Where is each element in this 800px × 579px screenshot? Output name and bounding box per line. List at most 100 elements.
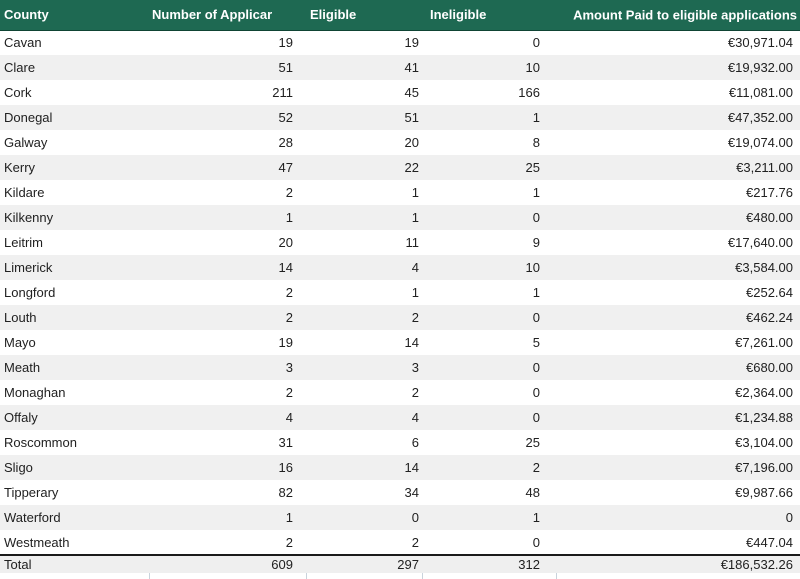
cell-amount[interactable]: €17,640.00: [727, 235, 793, 250]
cell-amount[interactable]: €480.00: [557, 205, 800, 230]
cell-eligible[interactable]: 4: [307, 405, 423, 430]
cell-applications[interactable]: 82: [278, 485, 293, 500]
cell-applications[interactable]: 4: [150, 405, 307, 430]
col-header-eligible[interactable]: Eligible: [307, 0, 423, 31]
cell-amount[interactable]: €3,211.00: [557, 155, 800, 180]
cell-ineligible[interactable]: 1: [532, 285, 540, 300]
cell-eligible[interactable]: 19: [404, 35, 419, 51]
cell-applications[interactable]: 20: [278, 235, 293, 250]
cell-county[interactable]: Meath: [0, 355, 150, 380]
cell-amount[interactable]: €19,074.00: [727, 135, 793, 150]
total-label[interactable]: Total: [0, 554, 150, 573]
cell-ineligible[interactable]: 0: [532, 35, 540, 51]
cell-county[interactable]: Mayo: [4, 335, 36, 350]
cell-amount[interactable]: €217.76: [746, 185, 793, 200]
cell-applications[interactable]: 19: [278, 35, 293, 51]
cell-amount[interactable]: €9,987.66: [735, 485, 793, 500]
cell-ineligible[interactable]: 25: [423, 155, 557, 180]
total-eligible[interactable]: 297: [307, 554, 423, 573]
total-amount[interactable]: €186,532.26: [557, 554, 800, 573]
cell-amount[interactable]: €462.24: [557, 305, 800, 330]
col-header-county[interactable]: County: [0, 0, 150, 31]
cell-applications[interactable]: 51: [150, 55, 307, 80]
cell-ineligible[interactable]: 0: [423, 405, 557, 430]
cell-ineligible[interactable]: 10: [423, 255, 557, 280]
cell-ineligible[interactable]: 166: [518, 85, 540, 100]
cell-ineligible[interactable]: 2: [423, 455, 557, 480]
cell-eligible[interactable]: 41: [307, 55, 423, 80]
cell-ineligible[interactable]: 10: [423, 55, 557, 80]
cell-applications[interactable]: 14: [150, 255, 307, 280]
cell-amount[interactable]: €252.64: [746, 285, 793, 300]
cell-ineligible[interactable]: 0: [423, 305, 557, 330]
total-applications[interactable]: 609: [150, 554, 307, 573]
cell-county[interactable]: Westmeath: [4, 534, 70, 550]
cell-applications[interactable]: 16: [150, 455, 307, 480]
cell-applications[interactable]: 2: [285, 534, 293, 550]
col-header-amount-paid[interactable]: Amount Paid to eligible applications: [557, 0, 800, 31]
cell-amount[interactable]: €680.00: [557, 355, 800, 380]
cell-applications[interactable]: 1: [150, 505, 307, 530]
cell-amount[interactable]: €11,081.00: [728, 85, 793, 100]
cell-amount[interactable]: €3,584.00: [557, 255, 800, 280]
cell-ineligible[interactable]: 8: [532, 135, 540, 150]
cell-eligible[interactable]: 2: [411, 534, 419, 550]
cell-eligible[interactable]: 20: [404, 135, 419, 150]
cell-county[interactable]: Tipperary: [4, 485, 59, 500]
cell-eligible[interactable]: 2: [307, 305, 423, 330]
cell-applications[interactable]: 211: [272, 85, 293, 100]
cell-county[interactable]: Kerry: [0, 155, 150, 180]
cell-eligible[interactable]: 2: [411, 385, 419, 400]
cell-ineligible[interactable]: 0: [532, 534, 540, 550]
cell-eligible[interactable]: 14: [404, 335, 419, 350]
cell-eligible[interactable]: 6: [411, 435, 419, 450]
cell-ineligible[interactable]: 0: [423, 355, 557, 380]
cell-applications[interactable]: 2: [285, 185, 293, 200]
cell-county[interactable]: Waterford: [0, 505, 150, 530]
cell-eligible[interactable]: 34: [404, 485, 419, 500]
cell-ineligible[interactable]: 25: [525, 435, 540, 450]
cell-county[interactable]: Galway: [4, 135, 48, 150]
cell-amount[interactable]: €19,932.00: [557, 55, 800, 80]
cell-amount[interactable]: €2,364.00: [735, 385, 793, 400]
cell-county[interactable]: Clare: [0, 55, 150, 80]
cell-ineligible[interactable]: 1: [532, 185, 540, 200]
cell-applications[interactable]: 2: [285, 285, 293, 300]
cell-amount[interactable]: €7,196.00: [557, 455, 800, 480]
total-ineligible[interactable]: 312: [423, 554, 557, 573]
cell-eligible[interactable]: 1: [307, 205, 423, 230]
cell-eligible[interactable]: 1: [411, 185, 419, 200]
cell-amount[interactable]: 0: [557, 505, 800, 530]
cell-applications[interactable]: 1: [150, 205, 307, 230]
cell-applications[interactable]: 3: [150, 355, 307, 380]
cell-eligible[interactable]: 14: [307, 455, 423, 480]
cell-amount[interactable]: €1,234.88: [557, 405, 800, 430]
cell-applications[interactable]: 2: [285, 385, 293, 400]
cell-eligible[interactable]: 45: [404, 85, 419, 100]
cell-eligible[interactable]: 1: [411, 285, 419, 300]
cell-county[interactable]: Monaghan: [4, 385, 66, 400]
cell-eligible[interactable]: 4: [307, 255, 423, 280]
cell-applications[interactable]: 2: [150, 305, 307, 330]
cell-applications[interactable]: 31: [278, 435, 293, 450]
cell-eligible[interactable]: 51: [307, 105, 423, 130]
cell-ineligible[interactable]: 0: [532, 385, 540, 400]
cell-ineligible[interactable]: 1: [423, 505, 557, 530]
cell-county[interactable]: Kildare: [4, 185, 45, 200]
cell-county[interactable]: Donegal: [0, 105, 150, 130]
cell-county[interactable]: Limerick: [0, 255, 150, 280]
cell-ineligible[interactable]: 5: [532, 335, 540, 350]
cell-applications[interactable]: 52: [150, 105, 307, 130]
cell-eligible[interactable]: 22: [307, 155, 423, 180]
cell-amount[interactable]: €447.04: [746, 534, 793, 550]
cell-county[interactable]: Roscommon: [4, 435, 77, 450]
cell-county[interactable]: Kilkenny: [0, 205, 150, 230]
cell-ineligible[interactable]: 9: [532, 235, 540, 250]
cell-applications[interactable]: 28: [278, 135, 293, 150]
cell-county[interactable]: Louth: [0, 305, 150, 330]
col-header-ineligible[interactable]: Ineligible: [423, 0, 557, 31]
cell-amount[interactable]: €7,261.00: [735, 335, 793, 350]
cell-county[interactable]: Cavan: [4, 35, 42, 51]
cell-county[interactable]: Longford: [4, 285, 56, 300]
cell-eligible[interactable]: 11: [405, 235, 420, 250]
